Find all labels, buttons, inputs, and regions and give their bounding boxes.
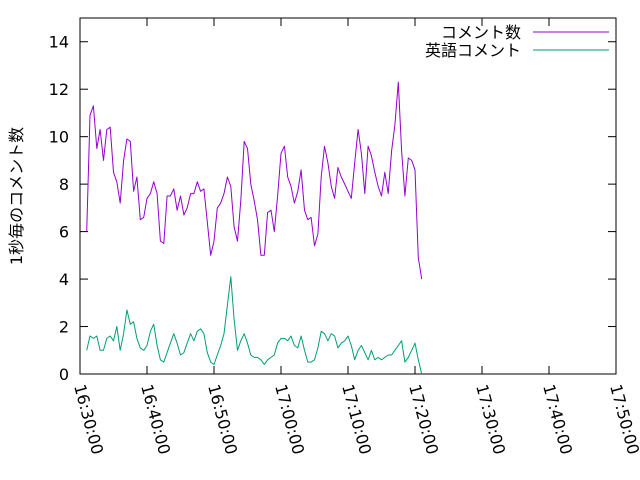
x-tick-label: 17:10:00 [338,382,375,456]
y-axis: 0 2 4 6 8 10 12 14 [49,33,616,384]
legend-label: 英語コメント [425,41,521,60]
y-axis-label: 1秒毎のコメント数 [7,127,26,265]
legend-label: コメント数 [441,23,521,42]
series-line [86,276,423,375]
y-tick-label: 2 [59,318,69,337]
x-tick-label: 17:00:00 [271,382,308,456]
y-tick-label: 10 [49,128,69,147]
x-tick-label: 16:50:00 [204,382,241,456]
series-line [86,81,423,280]
y-tick-label: 12 [49,80,69,99]
x-axis: 16:30:00 16:40:00 16:50:00 17:00:00 17:10:00… [70,18,640,456]
x-tick-label: 17:20:00 [405,382,442,456]
x-tick-label: 16:40:00 [137,382,174,456]
y-tick-label: 0 [59,365,69,384]
y-tick-label: 6 [59,223,69,242]
x-tick-label: 17:30:00 [472,382,509,456]
x-tick-label: 16:30:00 [70,382,107,456]
y-tick-label: 4 [59,270,69,289]
y-tick-label: 14 [49,33,69,52]
x-tick-label: 17:40:00 [539,382,576,456]
series-layer [86,81,423,375]
plot-frame [79,17,617,375]
x-tick-label: 17:50:00 [606,382,640,456]
y-tick-label: 8 [59,175,69,194]
